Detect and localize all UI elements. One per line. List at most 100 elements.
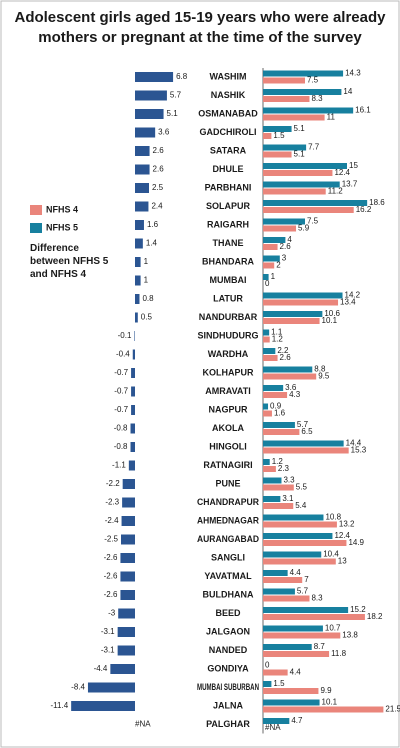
bar (263, 144, 307, 151)
difference-bar (135, 183, 149, 193)
difference-label: -2.3 (105, 498, 119, 507)
value-label: 8.3 (311, 94, 323, 103)
category-label: GONDIYA (207, 663, 249, 673)
bar (263, 459, 270, 465)
value-label: 10.7 (325, 624, 341, 633)
difference-bar (120, 590, 135, 600)
bar (263, 588, 295, 595)
value-label: 15.2 (350, 605, 366, 614)
bar (263, 348, 276, 354)
bar (263, 410, 272, 417)
value-label: 5.7 (297, 420, 309, 429)
difference-bar (135, 146, 150, 156)
category-label: MUMBAI SUBURBAN (197, 682, 259, 692)
difference-bar (135, 238, 143, 249)
bar (263, 107, 354, 114)
bar (263, 292, 343, 299)
category-label: SOLAPUR (206, 201, 251, 211)
difference-label: 1 (144, 257, 149, 266)
difference-label: -0.8 (114, 424, 128, 433)
value-label: 10.1 (322, 698, 338, 707)
category-label: WARDHA (208, 349, 249, 359)
value-label: 7.5 (307, 76, 319, 85)
bar (263, 262, 275, 269)
category-label: DHULE (213, 164, 244, 174)
difference-label: -8.4 (71, 683, 85, 692)
difference-bar (135, 164, 150, 175)
value-label: 1.5 (273, 131, 285, 140)
category-label: AKOLA (212, 423, 244, 433)
category-label: SATARA (210, 145, 247, 155)
value-label: 1.1 (271, 328, 283, 337)
value-label: 7.7 (308, 143, 320, 152)
difference-label: 3.6 (158, 128, 170, 137)
value-label: 14 (343, 87, 352, 96)
difference-bar (135, 109, 164, 119)
category-label: RAIGARH (207, 219, 249, 229)
bar (263, 355, 278, 361)
bar (263, 718, 290, 724)
value-label: 13 (338, 557, 347, 566)
bar (263, 614, 365, 620)
value-label: 9.5 (318, 372, 330, 381)
bar (263, 311, 323, 317)
difference-bar (122, 497, 135, 508)
difference-bar (130, 442, 135, 452)
difference-label: -2.6 (104, 553, 118, 562)
difference-label: -2.2 (106, 479, 120, 488)
bar (263, 440, 344, 447)
category-label: YAVATMAL (204, 571, 252, 581)
category-label: PALGHAR (206, 719, 250, 729)
value-label: 11 (327, 113, 336, 122)
bar (263, 151, 292, 158)
value-label: 16.1 (355, 106, 371, 115)
difference-label: 2.5 (152, 183, 164, 192)
bar (263, 706, 384, 713)
category-label: RATNAGIRI (203, 460, 252, 470)
difference-bar (132, 349, 135, 360)
bar (263, 466, 276, 472)
value-label: 14.2 (345, 291, 361, 300)
value-label: 15 (349, 161, 358, 170)
difference-label: 2.6 (153, 165, 165, 174)
difference-bar (134, 331, 135, 341)
bar (263, 496, 281, 502)
difference-label: 6.8 (176, 72, 188, 81)
difference-label: -0.8 (114, 442, 128, 451)
bar (263, 625, 323, 632)
value-label: 13.8 (342, 631, 358, 640)
value-label: 2.6 (280, 242, 292, 251)
chart-title: Adolescent girls aged 15-19 years who we… (14, 9, 386, 26)
bar (263, 207, 354, 213)
value-label: 8.3 (311, 594, 323, 603)
bar (263, 373, 317, 380)
value-label: #NA (265, 723, 281, 732)
value-label: 4.4 (290, 568, 302, 577)
value-label: 21.5 (385, 705, 400, 714)
value-label: 5.1 (294, 124, 306, 133)
bar (263, 484, 294, 491)
difference-label: #NA (135, 720, 151, 729)
difference-label: 5.7 (170, 91, 182, 100)
value-label: 3.3 (283, 476, 295, 485)
value-label: 5.1 (294, 150, 306, 159)
value-label: 1.6 (274, 409, 286, 418)
difference-label: 1.4 (146, 239, 158, 248)
difference-bar (120, 571, 135, 582)
value-label: 6.5 (301, 427, 313, 436)
value-label: 2.3 (278, 464, 290, 473)
difference-label: -3 (108, 609, 116, 618)
difference-bar (110, 664, 135, 674)
value-label: 14.4 (346, 439, 362, 448)
difference-bar (135, 90, 167, 101)
difference-bar (135, 257, 141, 267)
value-label: 18.2 (367, 612, 383, 621)
bar (263, 274, 269, 280)
bar (263, 392, 288, 398)
bar (263, 318, 320, 324)
category-label: THANE (213, 238, 244, 248)
category-label: AMRAVATI (205, 386, 251, 396)
difference-bar (131, 405, 135, 415)
bar (263, 558, 336, 565)
